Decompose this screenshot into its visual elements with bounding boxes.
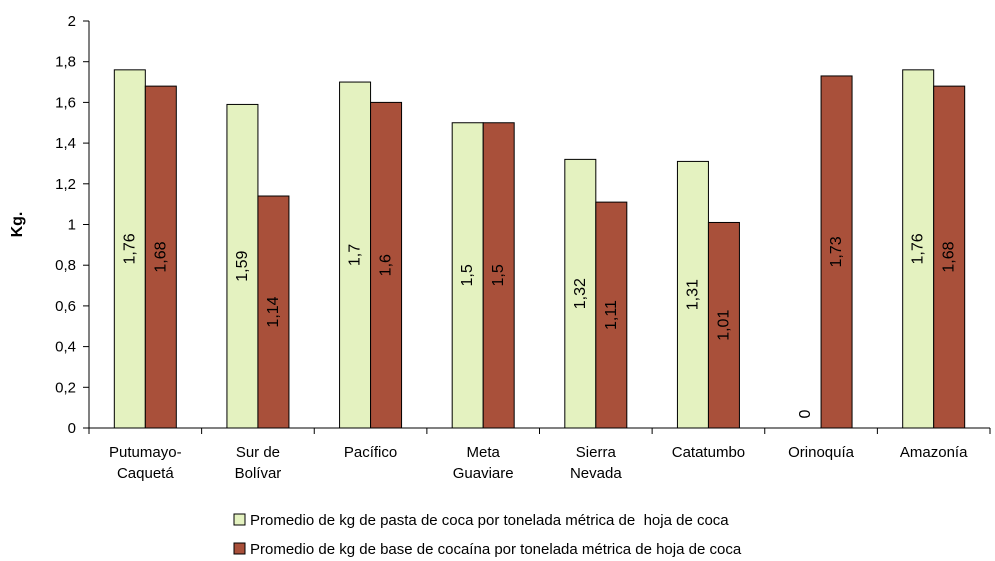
data-label: 1,01 [715,310,732,341]
data-label: 1,6 [378,254,395,276]
data-label: 1,5 [490,264,507,286]
y-tick-label: 1,8 [55,54,76,71]
legend: Promedio de kg de pasta de coca por tone… [233,512,742,558]
y-axis-label: Kg. [9,212,26,238]
bar-series-1 [113,69,146,429]
bar-series-1 [339,81,372,429]
x-tick-label: Catatumbo [672,444,745,461]
data-label: 1,76 [121,233,138,264]
x-tick-label: Orinoquía [788,444,855,461]
y-axis: 0 0,2 0,4 0,6 0,8 1 1,2 1,4 1,6 1,8 2 [55,13,90,437]
bars [113,69,966,429]
bar-series-2 [820,75,853,429]
x-tick-label: Amazonía [900,444,968,461]
legend-swatch [233,513,246,526]
data-label: 1,68 [941,241,958,272]
y-tick-label: 0,6 [55,298,76,315]
data-label: 1,32 [572,278,589,309]
bar-series-2 [707,221,740,429]
y-tick-label: 1 [68,217,76,234]
x-tick-label: Meta Guaviare [453,444,514,482]
legend-label: Promedio de kg de base de cocaína por to… [250,541,742,558]
y-tick-label: 0,2 [55,379,76,396]
y-tick-label: 0,4 [55,339,76,356]
y-tick-label: 0 [68,420,76,437]
data-label: 1,68 [152,241,169,272]
data-label: 0 [797,409,814,418]
bar-series-2 [482,122,515,429]
x-tick-label: Sur de Bolívar [235,444,282,482]
data-label: 1,31 [684,279,701,310]
data-label: 1,14 [265,296,282,327]
data-label: 1,5 [459,264,476,286]
bar-series-1 [902,69,935,429]
x-tick-label: Putumayo-Caquetá [109,444,182,482]
data-label: 1,11 [603,300,620,330]
x-tick-label: Sierra Nevada [570,444,622,482]
legend-swatch [233,542,246,555]
legend-label: Promedio de kg de pasta de coca por tone… [250,512,729,529]
x-tick-label: Pacífico [344,444,397,461]
bar-series-2 [370,101,403,429]
y-tick-label: 1,4 [55,135,76,152]
bar-series-1 [226,103,259,429]
bar-series-1 [451,122,484,429]
x-axis: Putumayo-Caquetá Sur de Bolívar Pacífico Met… [88,427,991,482]
data-label: 1,7 [347,244,364,266]
y-tick-label: 0,8 [55,257,76,274]
y-tick-label: 2 [68,13,76,30]
data-label: 1,76 [910,233,927,264]
y-tick-label: 1,2 [55,176,76,193]
data-labels: 1,76 1,68 1,59 1,14 1,7 1,6 1,5 1,5 1,32 1,11 1,31… [121,233,957,418]
bar-series-2 [595,201,628,429]
data-label: 1,59 [234,251,251,282]
bar-series-2 [144,85,177,429]
bar-series-2 [933,85,966,429]
y-tick-label: 1,6 [55,94,76,111]
data-label: 1,73 [828,236,845,267]
bar-series-2 [257,195,290,429]
